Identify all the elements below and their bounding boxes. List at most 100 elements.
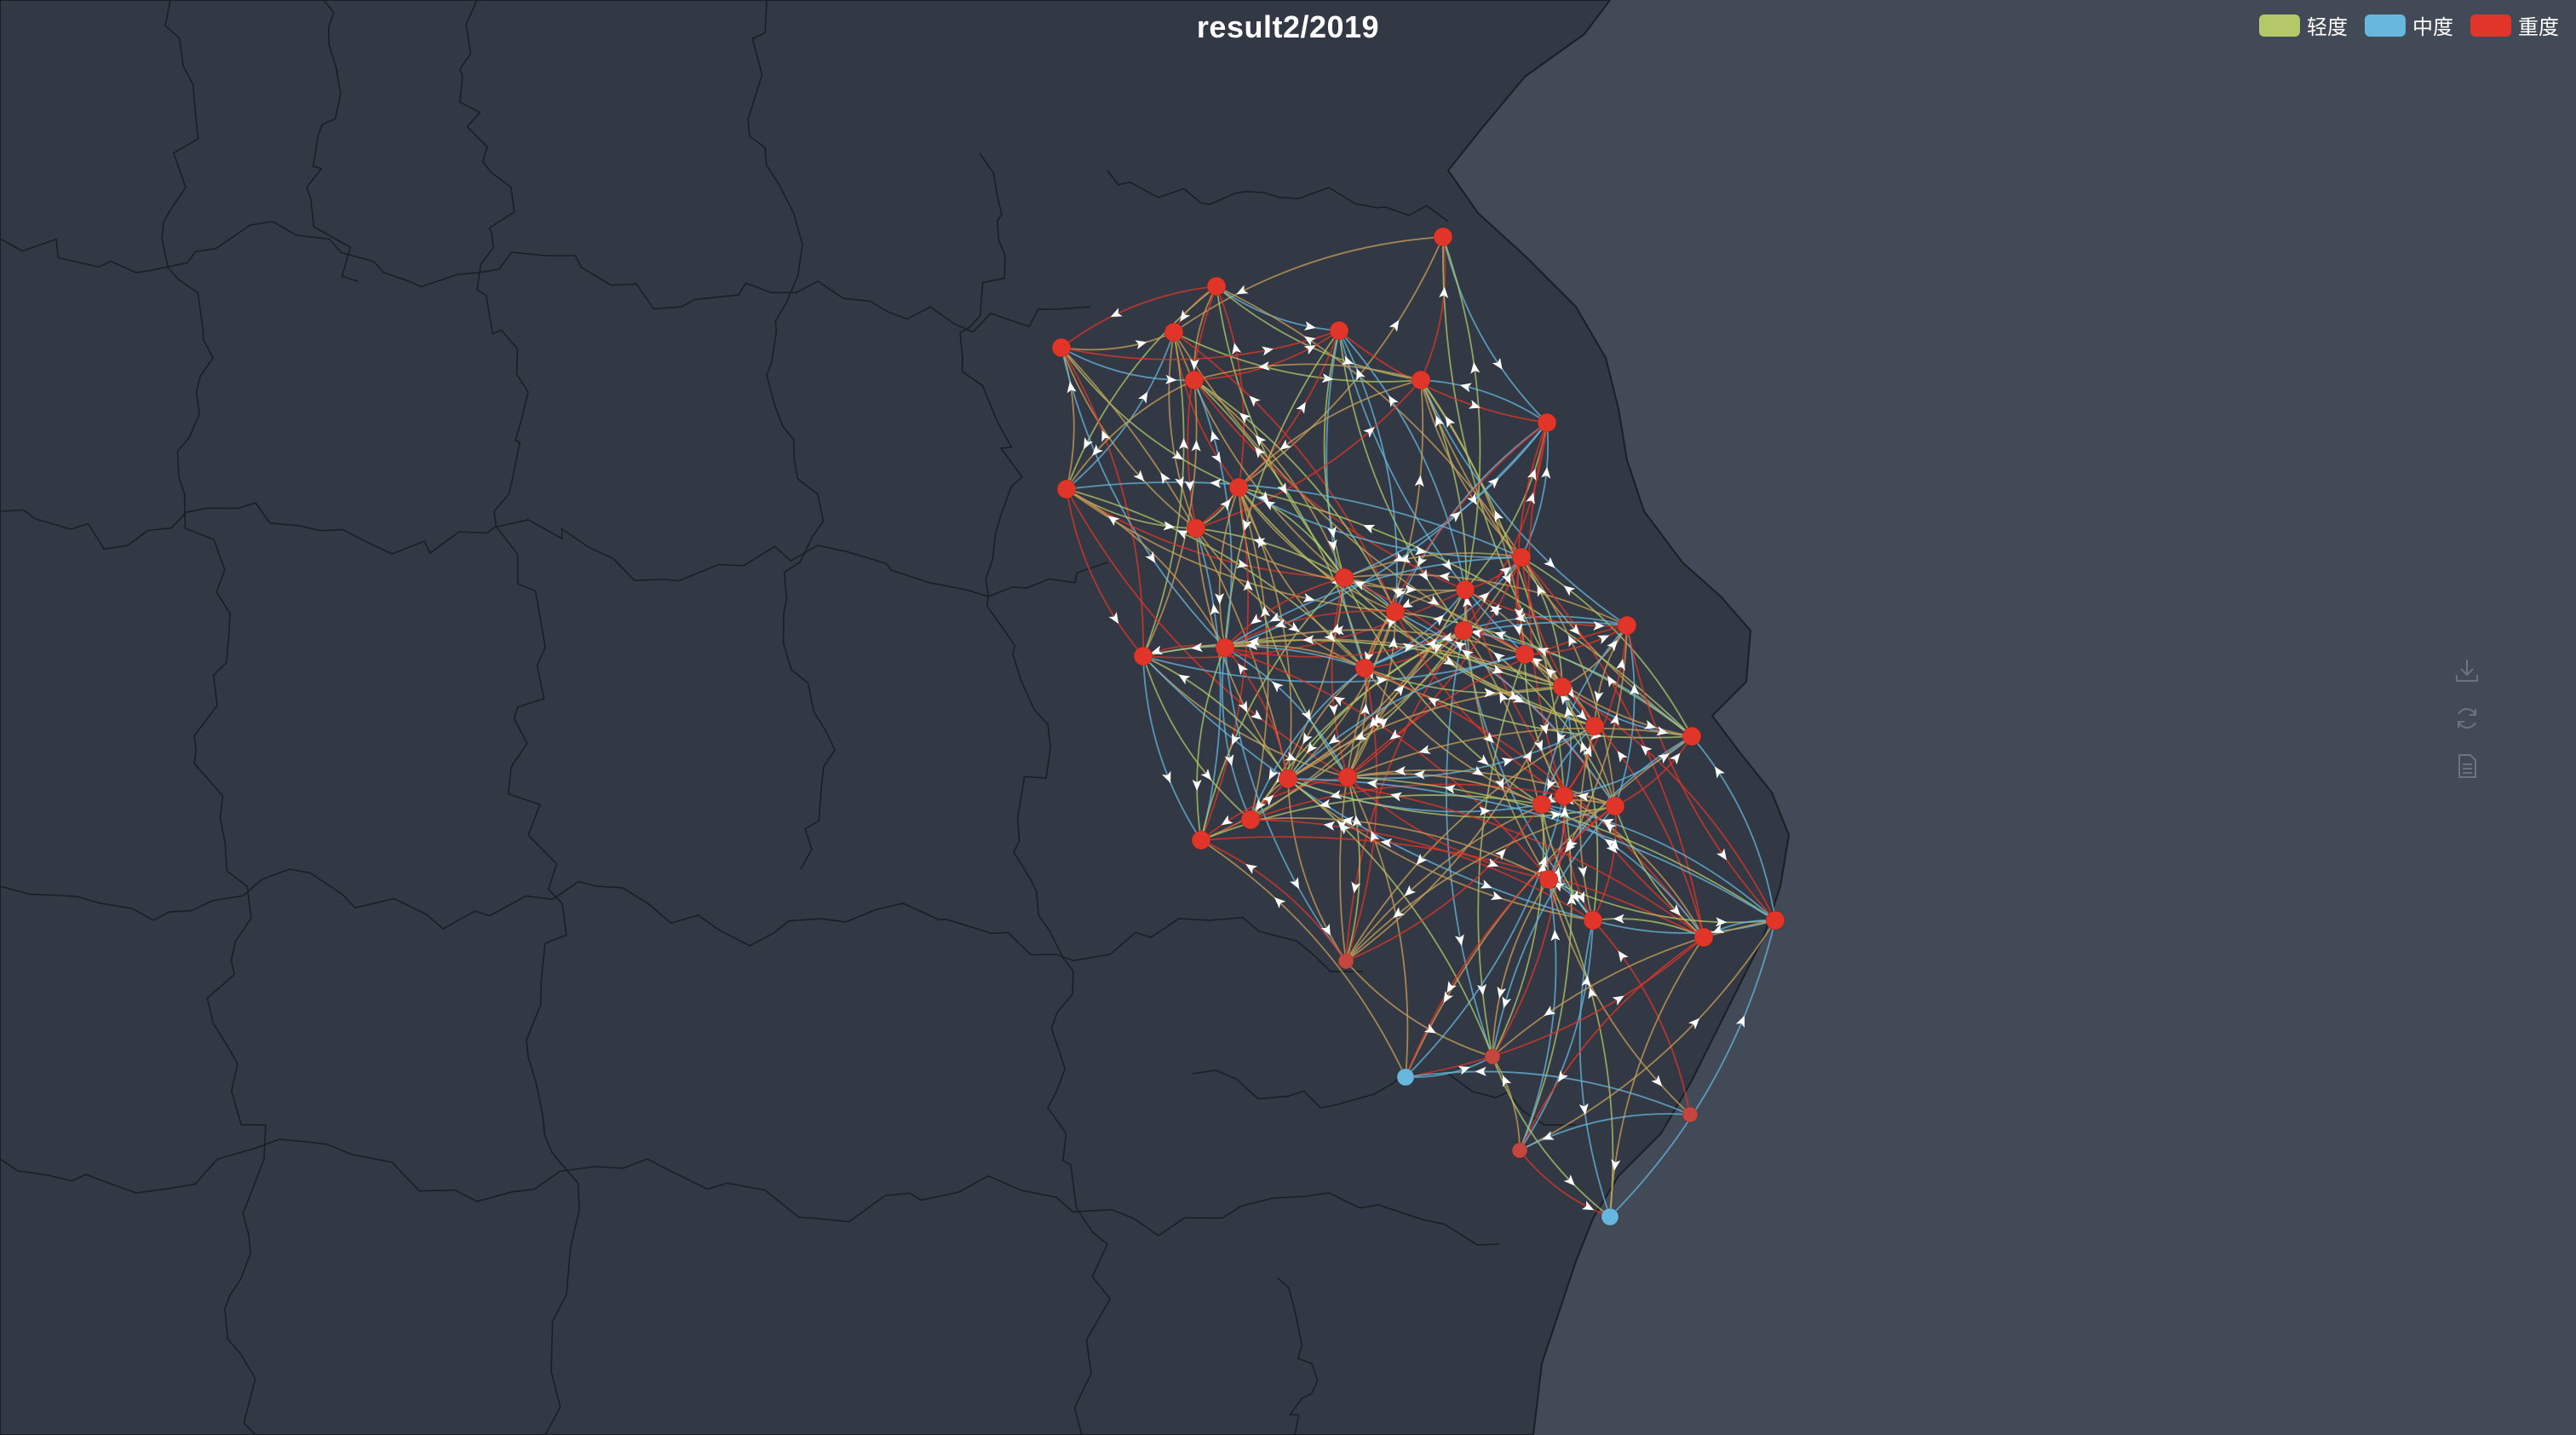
flow-arrow xyxy=(1610,713,1619,726)
flow-arrow xyxy=(1658,753,1670,764)
city-node-n29[interactable] xyxy=(1240,810,1261,830)
legend-item-light[interactable]: 轻度 xyxy=(2259,10,2348,40)
city-node-n27[interactable] xyxy=(1278,769,1298,789)
land-regions xyxy=(0,0,1791,1435)
city-node-n25[interactable] xyxy=(1554,786,1574,806)
flow-arrow xyxy=(1303,336,1316,347)
flow-arrow xyxy=(1439,572,1451,582)
city-node-n33[interactable] xyxy=(1583,910,1603,931)
flow-arrow xyxy=(1542,1131,1555,1140)
flow-arrow xyxy=(1351,881,1361,894)
city-node-n30[interactable] xyxy=(1532,794,1552,815)
city-node-n15[interactable] xyxy=(1455,579,1475,600)
city-node-n14[interactable] xyxy=(1511,547,1532,568)
flow-arrow xyxy=(1441,558,1452,571)
city-node-n11[interactable] xyxy=(1186,518,1206,539)
flow-arrow xyxy=(1302,732,1313,745)
flow-line xyxy=(1142,331,1185,657)
download-icon[interactable] xyxy=(2452,656,2481,685)
city-node-n10[interactable] xyxy=(1228,477,1249,498)
city-node-n20[interactable] xyxy=(1354,658,1375,678)
flow-line xyxy=(1442,236,1481,591)
flow-line xyxy=(1224,647,1289,780)
city-node-n41[interactable] xyxy=(1601,1207,1619,1226)
flow-line xyxy=(1061,347,1239,488)
city-node-n35[interactable] xyxy=(1765,910,1785,931)
flow-arrow xyxy=(1607,675,1618,688)
city-node-n22[interactable] xyxy=(1552,677,1573,697)
city-node-n16[interactable] xyxy=(1385,602,1406,622)
city-node-n36[interactable] xyxy=(1337,953,1354,970)
city-node-n28[interactable] xyxy=(1191,830,1211,850)
flow-arrow xyxy=(1269,612,1282,622)
flow-arrow xyxy=(1669,904,1681,916)
city-node-n32[interactable] xyxy=(1538,869,1559,890)
city-nodes[interactable] xyxy=(1051,227,1785,1226)
legend-item-moderate[interactable]: 中度 xyxy=(2365,10,2453,40)
city-node-n12[interactable] xyxy=(1334,568,1354,588)
refresh-icon[interactable] xyxy=(2452,704,2481,733)
city-node-n17[interactable] xyxy=(1617,615,1637,636)
city-node-n40[interactable] xyxy=(1396,1068,1415,1086)
province-border xyxy=(0,502,1108,597)
flow-arrow xyxy=(1538,862,1548,873)
city-node-n39[interactable] xyxy=(1682,1106,1699,1123)
city-node-n6[interactable] xyxy=(1184,370,1205,390)
city-node-n13[interactable] xyxy=(1453,620,1474,641)
city-node-n24[interactable] xyxy=(1682,726,1702,746)
flow-line xyxy=(1061,347,1289,780)
flow-arrow xyxy=(1354,581,1366,591)
city-node-n37[interactable] xyxy=(1484,1048,1501,1065)
city-node-n4[interactable] xyxy=(1051,337,1072,358)
flow-line xyxy=(1345,805,1616,962)
city-node-n34[interactable] xyxy=(1693,927,1714,948)
flow-arrow xyxy=(1242,518,1252,531)
legend-label-moderate: 中度 xyxy=(2412,15,2453,39)
flow-arrow xyxy=(1285,752,1297,761)
legend-item-severe[interactable]: 重度 xyxy=(2470,10,2559,40)
flow-line xyxy=(1173,331,1345,579)
city-node-n3[interactable] xyxy=(1164,322,1184,343)
flow-arrow xyxy=(1547,777,1556,790)
flow-arrow xyxy=(1454,641,1467,652)
city-node-n26[interactable] xyxy=(1337,767,1358,787)
province-border xyxy=(747,0,836,870)
document-icon[interactable] xyxy=(2452,752,2481,781)
flow-arrow xyxy=(1246,640,1258,650)
flow-arrow xyxy=(1179,438,1189,450)
province-border xyxy=(459,0,580,1435)
flow-arrow xyxy=(1588,987,1598,1000)
province-borders xyxy=(0,0,1577,1435)
city-node-n8[interactable] xyxy=(1537,412,1557,433)
flow-line xyxy=(1287,686,1563,780)
flow-arrow xyxy=(1162,770,1171,783)
flow-arrow xyxy=(1490,605,1503,617)
flow-arrow xyxy=(1210,603,1220,616)
flow-arrow xyxy=(1319,798,1331,809)
flow-arrow xyxy=(1443,991,1453,1004)
city-node-n31[interactable] xyxy=(1605,796,1625,816)
city-node-n19[interactable] xyxy=(1215,637,1235,658)
flow-arrow xyxy=(1363,427,1375,438)
city-node-n9[interactable] xyxy=(1056,479,1077,499)
flow-arrow xyxy=(1716,848,1727,861)
flow-arrow xyxy=(1163,521,1176,531)
city-node-n2[interactable] xyxy=(1206,276,1227,297)
city-node-n18[interactable] xyxy=(1133,646,1153,666)
city-node-n1[interactable] xyxy=(1433,227,1453,247)
flow-line xyxy=(1578,919,1611,1218)
flow-arrow xyxy=(1306,741,1318,753)
city-node-n23[interactable] xyxy=(1584,716,1605,736)
city-node-n21[interactable] xyxy=(1515,644,1535,665)
flow-arrow xyxy=(1150,645,1164,655)
flow-arrow xyxy=(1239,412,1251,424)
flow-arrow xyxy=(1389,320,1400,332)
flow-arrow xyxy=(1328,734,1341,745)
city-node-n5[interactable] xyxy=(1329,320,1349,341)
flow-arrow xyxy=(1224,754,1234,767)
city-node-n38[interactable] xyxy=(1511,1142,1528,1159)
city-node-n7[interactable] xyxy=(1411,370,1431,390)
flow-arrow xyxy=(1515,613,1527,623)
